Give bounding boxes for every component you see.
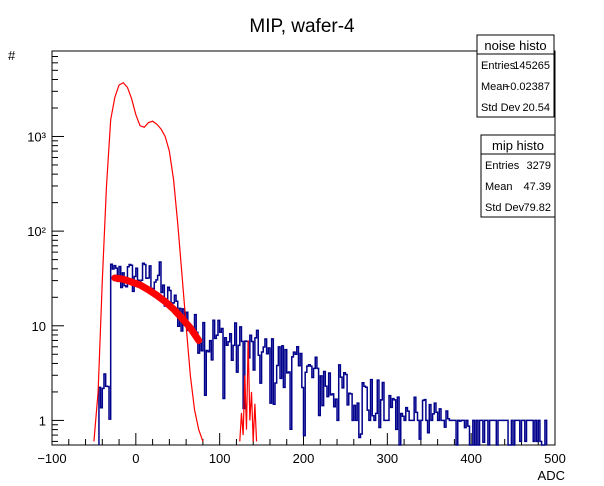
- x-axis-label: ADC: [538, 468, 565, 483]
- y-axis-label: #: [8, 48, 16, 63]
- x-axis: −100 0 100 200 300 400 500: [37, 433, 566, 466]
- stats-label: Entries: [485, 160, 520, 172]
- mip-histogram-line: [98, 261, 548, 446]
- stats-title: mip histo: [492, 138, 544, 153]
- stats-value: 47.39: [523, 181, 551, 193]
- x-tick-label: 0: [132, 451, 139, 466]
- stats-box: [476, 34, 555, 118]
- series-layer: [93, 81, 548, 446]
- stats-boxes: noise histoEntries145265Mean−0.02387Std …: [476, 34, 556, 218]
- stats-label: Mean: [485, 181, 513, 193]
- stats-label: Std Dev: [485, 202, 525, 214]
- x-tick-label: 200: [293, 451, 315, 466]
- x-tick-label: −100: [37, 451, 66, 466]
- noise-curve: [93, 81, 204, 442]
- chart-title: MIP, wafer-4: [249, 16, 355, 37]
- stats-label: Std Dev: [481, 102, 521, 114]
- stats-title: noise histo: [484, 38, 546, 53]
- stats-value: 79.82: [523, 202, 551, 214]
- stats-value: −0.02387: [504, 81, 550, 93]
- x-tick-label: 400: [460, 451, 482, 466]
- x-tick-label: 100: [209, 451, 231, 466]
- noise-tail-curve: [239, 340, 258, 442]
- stats-value: 20.54: [522, 102, 550, 114]
- x-tick-label: 300: [376, 451, 398, 466]
- y-tick-label: 10: [32, 319, 46, 334]
- y-tick-label: 10³: [27, 129, 46, 144]
- stats-box: [480, 134, 556, 218]
- stats-value: 145265: [513, 60, 550, 72]
- y-tick-label: 10²: [27, 224, 46, 239]
- stats-label: Mean: [481, 81, 509, 93]
- y-tick-label: 1: [39, 413, 46, 428]
- stats-label: Entries: [481, 60, 516, 72]
- y-axis: 1 10 10² 10³: [27, 50, 64, 442]
- x-tick-label: 500: [544, 451, 566, 466]
- stats-value: 3279: [527, 160, 551, 172]
- plot-area: −100 0 100 200 300 400 500 1 10 10² 10³: [27, 50, 566, 466]
- mip-fit-curve: [111, 274, 203, 344]
